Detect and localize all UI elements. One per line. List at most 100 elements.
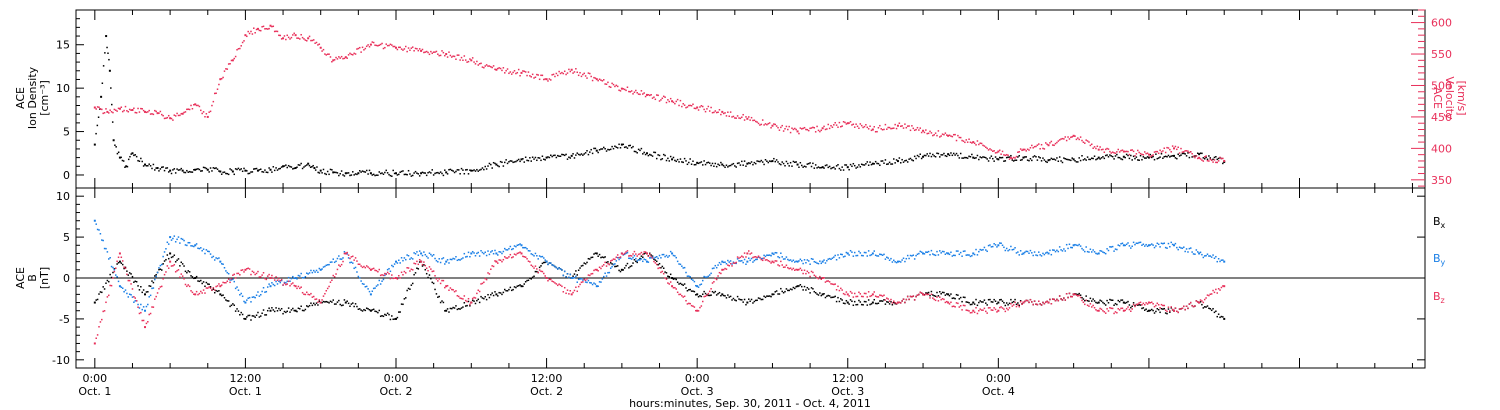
by-point: [662, 253, 665, 256]
by-point: [668, 255, 671, 257]
velocity-point: [735, 117, 737, 119]
ion-density-point: [205, 167, 208, 170]
bz-point: [784, 266, 786, 268]
by-point: [1152, 244, 1154, 246]
by-point: [1010, 245, 1012, 248]
by-point: [971, 255, 973, 257]
ion-density-point: [1135, 156, 1138, 158]
bz-point: [237, 272, 240, 275]
by-point: [580, 277, 583, 280]
velocity-point: [1156, 150, 1159, 153]
ion-density-point: [161, 166, 163, 169]
by-point: [918, 252, 920, 255]
ion-density-point: [925, 154, 927, 157]
by-point: [165, 248, 167, 250]
by-point: [767, 254, 770, 257]
by-point: [152, 287, 155, 289]
ion-density-point: [945, 155, 948, 158]
bx-point: [1143, 309, 1146, 311]
by-point: [1070, 246, 1072, 249]
bz-point: [890, 298, 892, 301]
velocity-point: [113, 108, 116, 111]
by-point: [814, 261, 817, 264]
ion-density-point: [375, 174, 378, 176]
ion-density-point: [1196, 152, 1199, 155]
by-point: [682, 267, 684, 269]
ion-density-point: [141, 160, 143, 163]
by-point: [679, 263, 682, 266]
bx-point: [158, 268, 160, 271]
velocity-point: [1091, 143, 1093, 146]
bz-point: [538, 269, 541, 271]
velocity-point: [993, 150, 995, 152]
bz-point: [866, 296, 869, 298]
ion-density-point: [598, 149, 601, 151]
bx-point: [681, 283, 683, 286]
bz-point: [244, 268, 247, 271]
velocity-point: [891, 127, 894, 130]
by-point: [287, 276, 290, 279]
bz-point: [660, 271, 662, 274]
ion-density-point: [481, 167, 484, 169]
ion-density-point: [306, 164, 308, 166]
velocity-point: [789, 131, 792, 134]
bx-point: [232, 303, 234, 305]
bz-point: [154, 298, 156, 300]
ion-density-point: [860, 163, 863, 166]
by-point: [891, 261, 894, 263]
bz-point: [476, 292, 478, 295]
bx-point: [1110, 299, 1113, 301]
by-point: [312, 269, 315, 272]
velocity-point: [562, 72, 565, 75]
velocity-point: [668, 100, 671, 103]
by-point: [619, 257, 622, 259]
by-point: [577, 278, 580, 281]
by-point: [575, 275, 577, 278]
by-point: [874, 254, 877, 257]
bz-point: [1014, 301, 1016, 304]
velocity-point: [975, 144, 977, 146]
bx-point: [605, 261, 608, 264]
ion-density-point: [636, 152, 638, 154]
by-point: [1063, 248, 1065, 250]
bx-point: [593, 253, 595, 255]
velocity-point: [1209, 158, 1212, 160]
velocity-point: [609, 86, 612, 89]
by-point: [483, 252, 485, 255]
ion-density-point: [462, 169, 464, 171]
ion-density-point: [471, 169, 474, 172]
ion-density-point: [595, 149, 598, 152]
x-axis-title: hours:minutes, Sep. 30, 2011 - Oct. 4, 2…: [629, 397, 871, 410]
bx-point: [930, 290, 933, 293]
velocity-point: [1183, 151, 1185, 153]
by-point: [1049, 249, 1051, 252]
ion-density-point: [127, 158, 130, 161]
by-point: [254, 296, 256, 299]
bz-point: [1173, 309, 1176, 312]
velocity-point: [306, 40, 308, 42]
ion-density-point: [647, 154, 650, 157]
ion-density-point: [715, 165, 718, 168]
ion-density-point: [378, 171, 381, 173]
by-point: [1007, 249, 1009, 252]
bx-point: [393, 318, 396, 320]
by-point: [352, 262, 354, 264]
bz-point: [1021, 303, 1023, 306]
ion-density-point: [190, 171, 192, 173]
bz-point: [925, 293, 927, 295]
by-point: [251, 296, 254, 299]
bx-point: [329, 300, 332, 303]
bz-point: [1138, 302, 1140, 304]
bz-point: [1137, 303, 1139, 305]
bx-point: [620, 268, 623, 271]
bz-point: [620, 252, 623, 255]
bz-point: [223, 282, 226, 284]
by-point: [1159, 246, 1161, 248]
velocity-point: [541, 74, 544, 77]
by-point: [800, 259, 803, 262]
bz-point: [537, 271, 539, 274]
bx-point: [798, 285, 800, 287]
velocity-point: [623, 88, 626, 91]
bx-point: [1169, 311, 1171, 313]
by-point: [211, 256, 213, 259]
